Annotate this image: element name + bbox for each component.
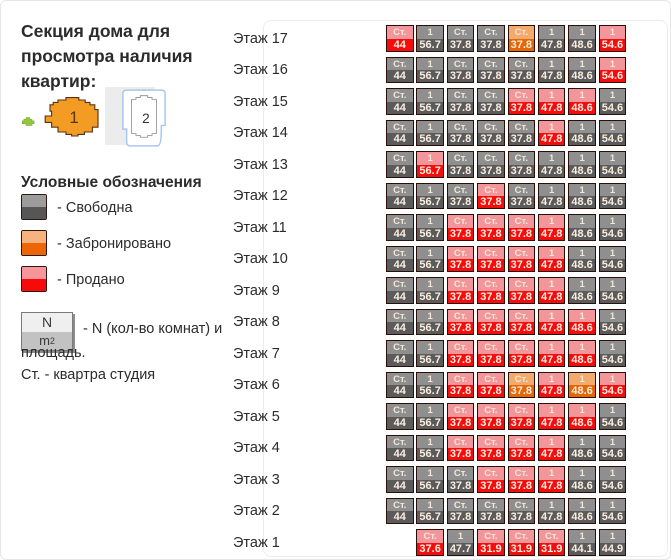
svg-text:1: 1 [69,108,78,127]
svg-text:2: 2 [142,110,150,125]
